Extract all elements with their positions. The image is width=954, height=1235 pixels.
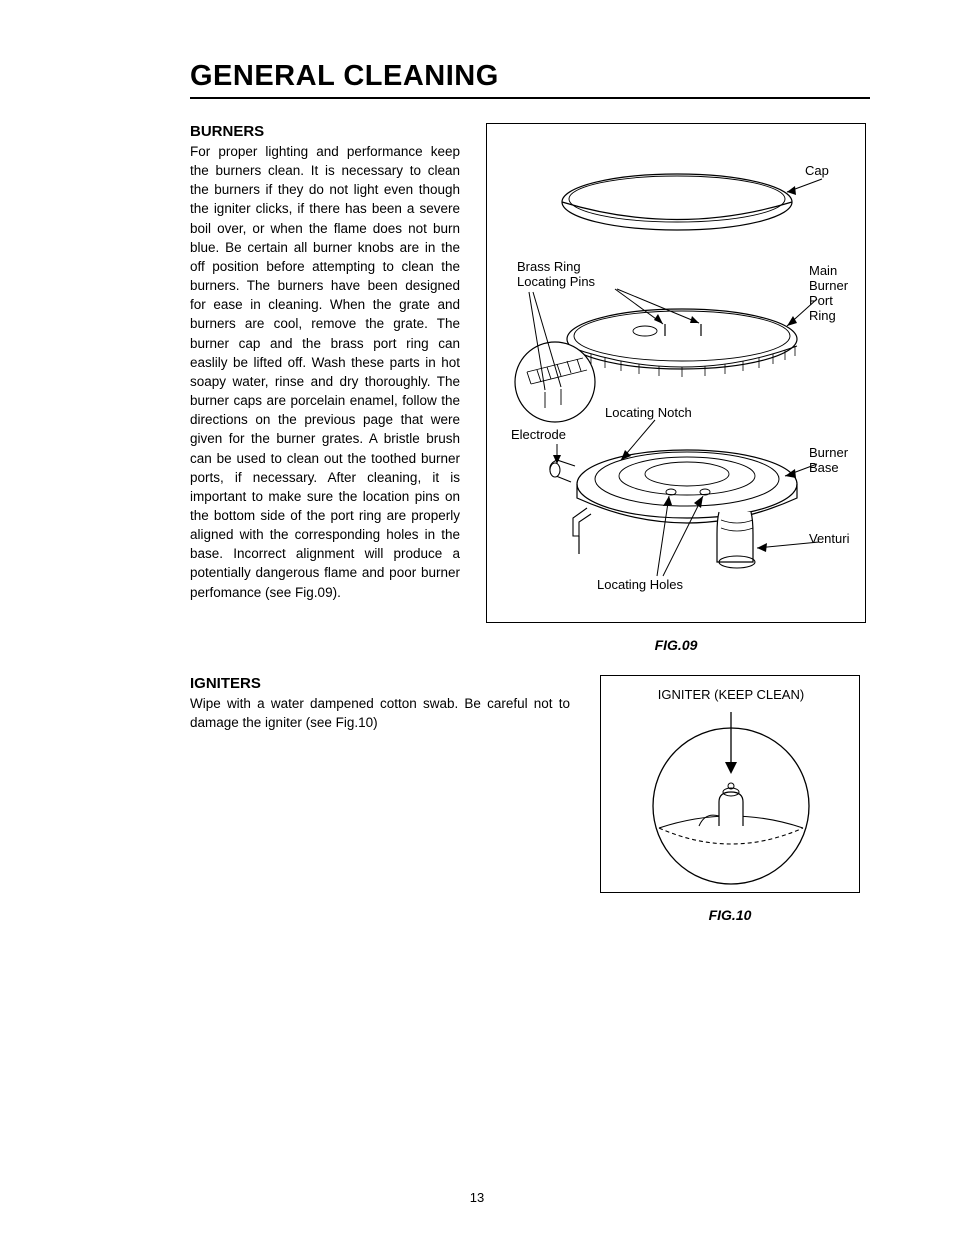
page-title: GENERAL CLEANING — [190, 60, 870, 99]
igniters-body: Wipe with a water dampened cotton swab. … — [190, 694, 570, 732]
label-locating-notch: Locating Notch — [605, 406, 692, 421]
page-content: GENERAL CLEANING BURNERS For proper ligh… — [190, 60, 870, 923]
figure-09-box: Cap Brass Ring Locating Pins Main Burner… — [486, 123, 866, 623]
igniters-section: IGNITERS Wipe with a water dampened cott… — [190, 675, 870, 923]
igniter-diagram-icon — [601, 676, 860, 893]
burners-heading: BURNERS — [190, 123, 460, 140]
label-locating-holes: Locating Holes — [597, 578, 683, 593]
label-igniter-keep-clean: IGNITER (KEEP CLEAN) — [601, 688, 860, 703]
burners-text-column: BURNERS For proper lighting and performa… — [190, 123, 460, 602]
figure-09-wrap: Cap Brass Ring Locating Pins Main Burner… — [482, 123, 870, 653]
label-cap: Cap — [805, 164, 829, 179]
burners-section: BURNERS For proper lighting and performa… — [190, 123, 870, 653]
figure-10-wrap: IGNITER (KEEP CLEAN) FIG.10 — [590, 675, 870, 923]
figure-09-caption: FIG.09 — [655, 637, 698, 653]
burners-body: For proper lighting and performance keep… — [190, 142, 460, 602]
label-venturi: Venturi — [809, 532, 849, 547]
figure-10-caption: FIG.10 — [709, 907, 752, 923]
label-electrode: Electrode — [511, 428, 566, 443]
label-main-burner-port-ring: Main Burner Port Ring — [809, 264, 848, 324]
label-brass-ring-pins: Brass Ring Locating Pins — [517, 260, 595, 290]
burner-diagram-icon — [487, 124, 866, 623]
igniters-text-column: IGNITERS Wipe with a water dampened cott… — [190, 675, 570, 732]
label-burner-base: Burner Base — [809, 446, 848, 476]
figure-10-box: IGNITER (KEEP CLEAN) — [600, 675, 860, 893]
page-number: 13 — [0, 1190, 954, 1205]
igniters-heading: IGNITERS — [190, 675, 570, 692]
